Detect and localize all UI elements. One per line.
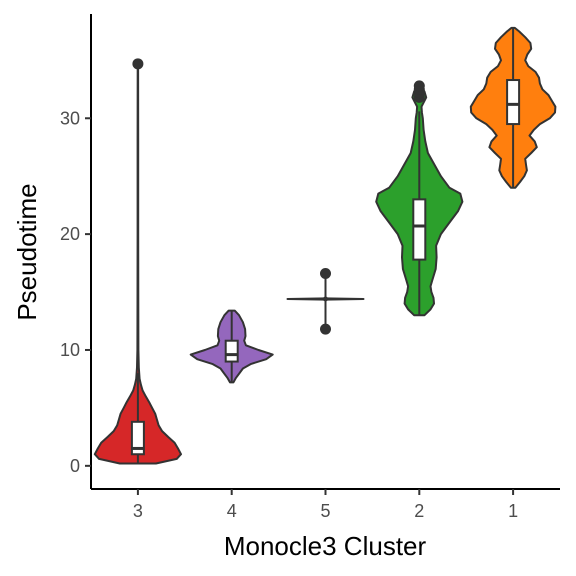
- outlier-point: [413, 80, 425, 92]
- y-tick-label: 30: [60, 108, 80, 128]
- violin-group-cluster-5: [286, 268, 365, 335]
- x-tick-label: 3: [133, 501, 143, 521]
- violin-group-cluster-2: [375, 80, 464, 317]
- y-tick-label: 0: [70, 456, 80, 476]
- x-ticks: 3 4 5 2 1: [133, 489, 518, 521]
- box-cluster-4: [224, 339, 239, 363]
- box-cluster-2: [412, 198, 427, 261]
- x-tick-label: 5: [320, 501, 330, 521]
- box-cluster-3: [130, 420, 145, 456]
- violin-group-cluster-3: [93, 58, 182, 465]
- outlier-point: [320, 268, 331, 280]
- violin-group-cluster-1: [469, 26, 557, 189]
- box-cluster-1: [506, 79, 521, 126]
- x-tick-label: 2: [414, 501, 424, 521]
- chart-marks: [93, 26, 557, 465]
- outlier-point: [320, 323, 331, 335]
- outlier-point: [132, 58, 144, 70]
- y-axis-title: Pseudotime: [12, 183, 42, 320]
- x-tick-label: 1: [508, 501, 518, 521]
- y-ticks: 0 10 20 30: [60, 108, 91, 476]
- y-tick-label: 20: [60, 224, 80, 244]
- x-tick-label: 4: [227, 501, 237, 521]
- median-cluster-5: [323, 296, 328, 302]
- x-axis-title: Monocle3 Cluster: [224, 531, 427, 561]
- y-tick-label: 10: [60, 340, 80, 360]
- violin-group-cluster-4: [189, 309, 274, 384]
- chart-axes: 0 10 20 30 3 4 5 2 1: [60, 14, 560, 521]
